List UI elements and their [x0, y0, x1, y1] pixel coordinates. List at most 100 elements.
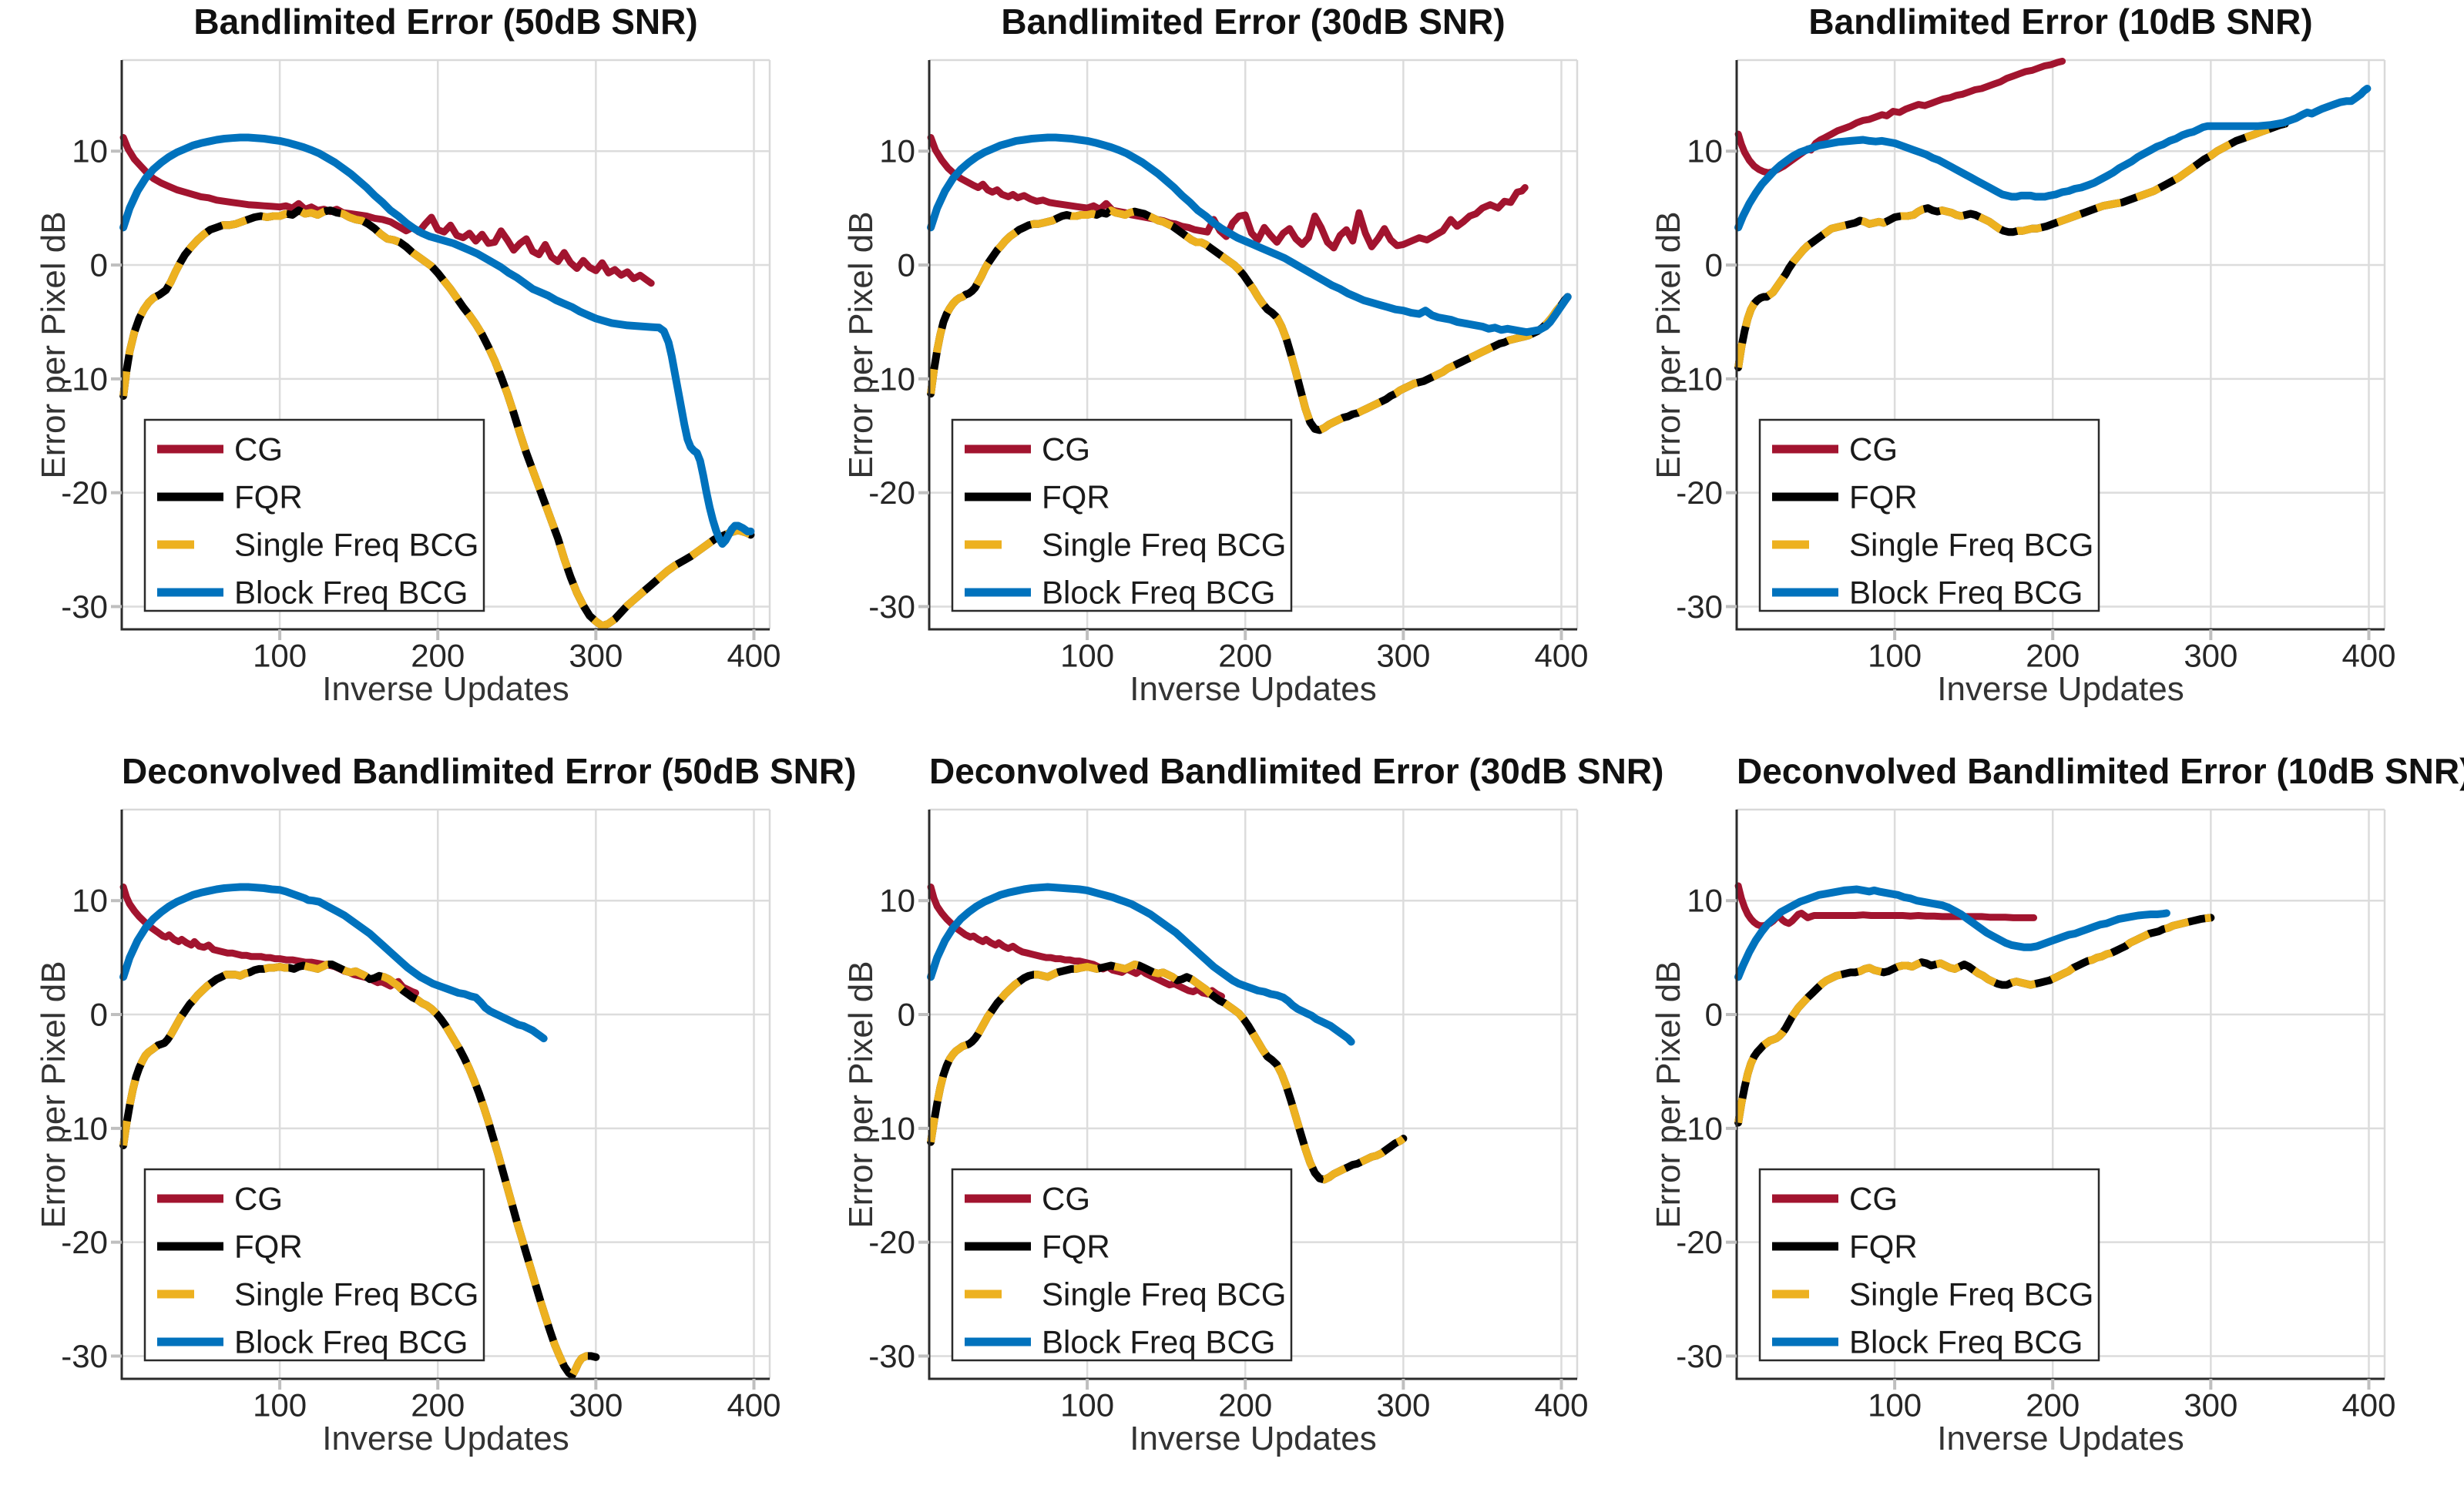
x-tick-label: 200	[1218, 1387, 1272, 1423]
y-tick-label: -30	[868, 589, 915, 625]
panel-title: Deconvolved Bandlimited Error (30dB SNR)	[929, 751, 1664, 791]
y-tick-label: -30	[61, 1338, 108, 1374]
chart-panel-bandlimited-30db: Bandlimited Error (30dB SNR) Error per P…	[821, 0, 1643, 750]
legend-label: CG	[1849, 431, 1898, 468]
x-axis-label: Inverse Updates	[1937, 670, 2184, 708]
y-tick-label: 10	[1687, 133, 1723, 169]
legend-label: Block Freq BCG	[234, 575, 468, 611]
y-tick-label: -20	[61, 1224, 108, 1260]
series-lines	[927, 883, 1408, 1184]
x-tick-label: 100	[253, 637, 307, 673]
x-tick-label: 100	[1868, 1387, 1922, 1423]
x-tick-label: 300	[1376, 1387, 1430, 1423]
panel-title: Bandlimited Error (30dB SNR)	[1001, 2, 1506, 42]
legend-label: CG	[1042, 431, 1090, 468]
y-tick-label: 10	[879, 133, 915, 169]
y-tick-label: -20	[868, 475, 915, 511]
series-block-freq-bcg	[1734, 85, 2372, 232]
y-tick-label: 0	[898, 247, 915, 283]
x-tick-label: 400	[1534, 1387, 1588, 1423]
legend-label: FQR	[1849, 479, 1918, 515]
x-tick-label: 300	[569, 1387, 623, 1423]
series-block-freq-bcg	[927, 883, 1355, 1046]
x-tick-label: 300	[2184, 1387, 2237, 1423]
series-single-freq-bcg	[1734, 914, 2211, 1124]
panel-title: Deconvolved Bandlimited Error (10dB SNR)	[1737, 751, 2464, 791]
y-tick-label: 0	[1705, 247, 1723, 283]
chart-panel-bandlimited-50db: Bandlimited Error (50dB SNR) Error per P…	[0, 0, 821, 750]
chart-panel-bandlimited-10db: Bandlimited Error (10dB SNR) Error per P…	[1643, 0, 2464, 750]
chart-panel-deconvolved-30db: Deconvolved Bandlimited Error (30dB SNR)…	[821, 750, 1663, 1499]
legend: CG FQR Single Freq BCG Block Freq BCG	[143, 418, 485, 612]
y-tick-label: 0	[1705, 997, 1723, 1033]
panel-title: Bandlimited Error (50dB SNR)	[193, 2, 698, 42]
tick-marks	[1726, 149, 2371, 640]
x-tick-label: 200	[1218, 637, 1272, 673]
legend: CG FQR Single Freq BCG Block Freq BCG	[143, 1168, 485, 1362]
y-tick-label: -10	[1676, 1110, 1723, 1146]
y-tick-label: -20	[61, 475, 108, 511]
series-fqr	[1734, 914, 2215, 1127]
legend-label: Block Freq BCG	[1849, 1324, 2083, 1360]
legend: CG FQR Single Freq BCG Block Freq BCG	[1758, 1168, 2100, 1362]
legend-label: Single Freq BCG	[1849, 1276, 2093, 1313]
panel-title: Deconvolved Bandlimited Error (50dB SNR)	[122, 751, 857, 791]
chart-panel-deconvolved-50db: Deconvolved Bandlimited Error (50dB SNR)…	[0, 750, 856, 1499]
series-lines	[1734, 882, 2215, 1127]
y-tick-label: -10	[61, 360, 108, 397]
legend-label: CG	[1849, 1181, 1898, 1217]
series-cg	[119, 134, 655, 287]
series-cg	[927, 884, 1225, 1000]
legend-label: Block Freq BCG	[1849, 575, 2083, 611]
x-tick-label: 300	[2184, 637, 2237, 673]
y-tick-label: -20	[1676, 475, 1723, 511]
x-tick-label: 400	[727, 637, 780, 673]
legend-label: FQR	[1849, 1229, 1918, 1265]
legend-label: Single Freq BCG	[1042, 1276, 1286, 1313]
series-single-freq-bcg	[119, 961, 597, 1380]
panel-title: Bandlimited Error (10dB SNR)	[1808, 2, 2313, 42]
legend: CG FQR Single Freq BCG Block Freq BCG	[1758, 418, 2100, 612]
series-fqr	[1734, 119, 2289, 372]
y-tick-label: 10	[1687, 883, 1723, 919]
x-axis-label: Inverse Updates	[322, 670, 569, 708]
y-tick-label: 10	[72, 133, 108, 169]
tick-marks	[111, 149, 756, 640]
y-tick-label: -20	[1676, 1224, 1723, 1260]
y-tick-label: -10	[868, 1110, 915, 1146]
y-tick-label: -10	[61, 1110, 108, 1146]
legend-label: Single Freq BCG	[1042, 527, 1286, 563]
series-lines	[119, 883, 600, 1380]
series-single-freq-bcg	[119, 206, 753, 630]
x-tick-label: 100	[1868, 637, 1922, 673]
y-tick-label: -30	[1676, 589, 1723, 625]
series-block-freq-bcg	[119, 133, 755, 548]
legend: CG FQR Single Freq BCG Block Freq BCG	[951, 418, 1293, 612]
y-tick-label: 0	[898, 997, 915, 1033]
tick-marks	[111, 899, 756, 1390]
series-lines	[1734, 58, 2372, 372]
x-tick-label: 400	[727, 1387, 780, 1423]
tick-marks	[918, 899, 1563, 1390]
y-tick-label: -10	[1676, 360, 1723, 397]
y-tick-label: 10	[879, 883, 915, 919]
x-tick-label: 400	[2341, 1387, 2395, 1423]
y-tick-label: -30	[61, 589, 108, 625]
series-block-freq-bcg	[927, 133, 1572, 337]
y-tick-label: 10	[72, 883, 108, 919]
series-lines	[119, 133, 755, 630]
x-axis-label: Inverse Updates	[1130, 1420, 1377, 1457]
x-tick-label: 300	[569, 637, 623, 673]
legend-label: CG	[234, 431, 283, 468]
legend-label: Block Freq BCG	[234, 1324, 468, 1360]
series-lines	[927, 133, 1572, 434]
